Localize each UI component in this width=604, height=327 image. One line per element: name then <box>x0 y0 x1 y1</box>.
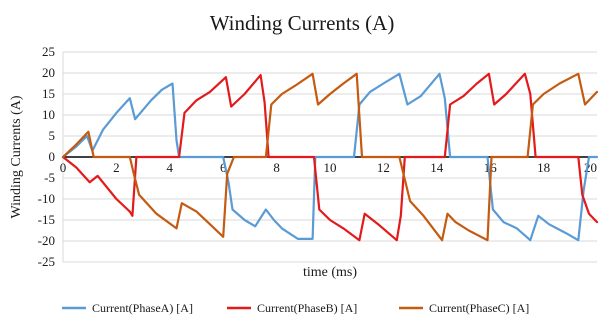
legend-item: Current(PhaseC) [A] <box>399 301 529 315</box>
x-tick-label: 8 <box>273 160 280 175</box>
grid-layer <box>63 51 597 263</box>
legend-label: Current(PhaseB) [A] <box>257 301 357 315</box>
series-line-phase-b <box>61 72 599 242</box>
series-layer <box>61 72 599 242</box>
legend: Current(PhaseA) [A] Current(PhaseB) [A] Cu… <box>62 301 529 315</box>
y-tick-label: -10 <box>38 191 55 206</box>
y-tick-label: 25 <box>42 44 55 59</box>
legend-label: Current(PhaseC) [A] <box>429 301 529 315</box>
x-tick-label: 0 <box>60 160 67 175</box>
y-tick-label: -20 <box>38 233 55 248</box>
legend-item: Current(PhaseB) [A] <box>227 301 357 315</box>
x-tick-label: 10 <box>324 160 337 175</box>
legend-label: Current(PhaseA) [A] <box>92 301 193 315</box>
x-tick-label: 4 <box>167 160 174 175</box>
chart-title: Winding Currents (A) <box>210 11 395 35</box>
y-tick-label: 5 <box>49 128 56 143</box>
y-axis-label: Winding Currents (A) <box>9 95 24 218</box>
x-tick-label: 14 <box>430 160 444 175</box>
series-line-phase-c <box>61 72 599 242</box>
y-tick-label: 20 <box>42 65 55 80</box>
x-axis-label: time (ms) <box>303 265 357 280</box>
x-tick-label: 6 <box>220 160 227 175</box>
y-tick-label: -5 <box>44 170 55 185</box>
series-line-phase-a <box>61 72 599 242</box>
y-tick-label: -15 <box>38 212 55 227</box>
legend-item: Current(PhaseA) [A] <box>62 301 193 315</box>
y-tick-label: -25 <box>38 254 55 269</box>
x-tick-label: 12 <box>377 160 390 175</box>
y-tick-label: 10 <box>42 107 55 122</box>
y-tick-label: 0 <box>49 149 56 164</box>
x-tick-label: 18 <box>537 160 550 175</box>
x-tick-label: 2 <box>113 160 120 175</box>
y-tick-label: 15 <box>42 86 55 101</box>
